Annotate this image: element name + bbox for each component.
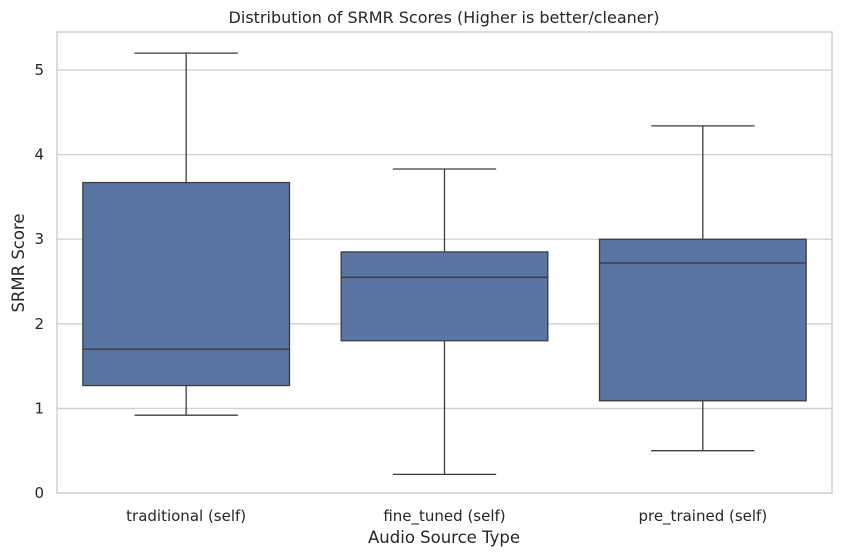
x-tick-label: traditional (self) xyxy=(126,507,246,525)
x-axis-label: Audio Source Type xyxy=(368,528,520,547)
x-tick-label: fine_tuned (self) xyxy=(383,507,505,526)
plot-frame xyxy=(56,31,833,494)
x-tick-label: pre_trained (self) xyxy=(638,507,767,526)
y-tick-label: 3 xyxy=(34,230,44,248)
boxes xyxy=(82,52,807,476)
box-group xyxy=(598,125,807,452)
y-tick-label: 2 xyxy=(34,315,44,333)
y-tick-labels: 0 1 2 3 4 5 xyxy=(34,61,44,502)
x-tick-labels: traditional (self) fine_tuned (self) pre_t… xyxy=(126,507,767,526)
box-group xyxy=(340,168,549,476)
iqr-box xyxy=(598,238,807,402)
iqr-box xyxy=(340,251,549,342)
y-tick-label: 5 xyxy=(34,61,44,79)
chart-title: Distribution of SRMR Scores (Higher is b… xyxy=(229,8,660,27)
y-axis-label: SRMR Score xyxy=(9,213,28,312)
y-tick-label: 1 xyxy=(34,399,44,417)
box-group xyxy=(82,52,291,416)
iqr-box xyxy=(82,181,291,387)
y-tick-label: 4 xyxy=(34,146,44,164)
y-tick-label: 0 xyxy=(34,484,44,502)
